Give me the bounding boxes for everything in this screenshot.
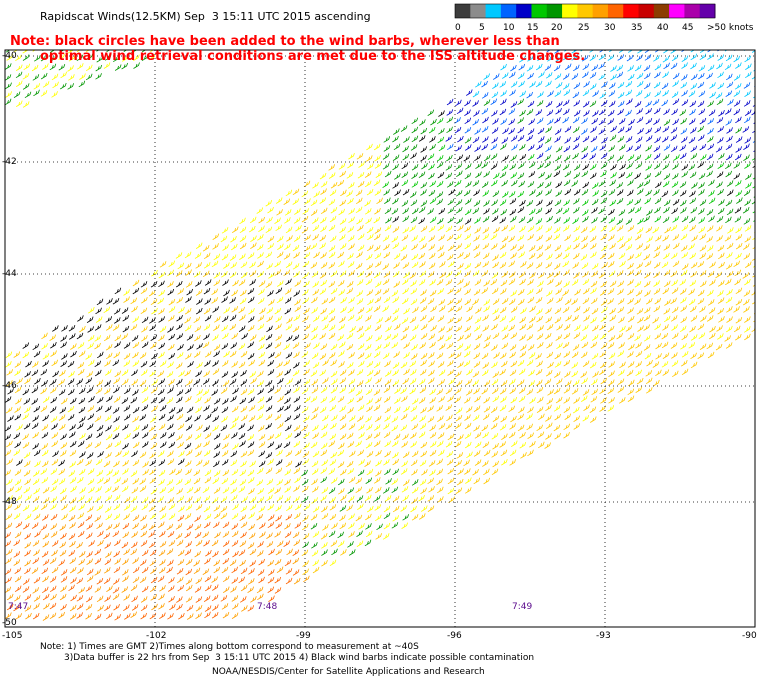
time-label: 7:49 bbox=[512, 602, 532, 612]
lat-label: -46 bbox=[2, 381, 17, 391]
wind-barb-group bbox=[5, 50, 755, 567]
scale-label: 0 bbox=[455, 23, 461, 33]
scale-label: 30 bbox=[604, 23, 616, 33]
scale-label: 10 bbox=[503, 23, 515, 33]
wind-barb-group bbox=[446, 50, 755, 153]
scale-swatch bbox=[669, 4, 685, 18]
time-label: 7:47 bbox=[8, 602, 28, 612]
scale-label: 25 bbox=[578, 23, 589, 33]
lon-label: -93 bbox=[596, 631, 611, 641]
lat-label: -42 bbox=[2, 157, 17, 167]
contamination-note: Note: black circles have been added to t… bbox=[10, 34, 585, 64]
scale-swatch bbox=[546, 4, 563, 18]
scale-label: 20 bbox=[551, 23, 563, 33]
lat-label: -48 bbox=[2, 497, 17, 507]
scale-swatch bbox=[638, 4, 655, 18]
scale-label: 35 bbox=[631, 23, 642, 33]
scale-label: >50 knots bbox=[707, 23, 754, 33]
lon-label: -102 bbox=[146, 631, 166, 641]
wind-barbs-layer bbox=[5, 50, 755, 621]
lat-label: -44 bbox=[2, 269, 17, 279]
axis-tick-labels: -40 -42 -44 -46 -48 -50 -105 -102 -99 -96 -93 -90 bbox=[2, 51, 757, 641]
scale-swatch bbox=[623, 4, 640, 18]
footer-note-2: 3)Data buffer is 22 hrs from Sep 3 15:11… bbox=[64, 653, 535, 663]
scale-swatch bbox=[684, 4, 701, 18]
wind-barb-group bbox=[5, 110, 755, 468]
color-scale-legend: 0 5 10 15 20 25 30 35 40 45 >50 knots bbox=[454, 3, 754, 33]
scale-swatch bbox=[470, 4, 487, 18]
scale-swatch bbox=[562, 4, 578, 18]
scale-swatch bbox=[485, 4, 502, 18]
wind-barb-group bbox=[5, 153, 755, 575]
time-label: 7:48 bbox=[257, 602, 277, 612]
wind-barb-group bbox=[5, 513, 310, 621]
scale-swatch bbox=[516, 4, 532, 18]
lat-label: -40 bbox=[2, 51, 17, 61]
scale-swatch bbox=[500, 4, 517, 18]
scale-label: 40 bbox=[657, 23, 669, 33]
scale-swatch bbox=[592, 4, 609, 18]
lon-label: -96 bbox=[447, 631, 462, 641]
footer-credit: NOAA/NESDIS/Center for Satellite Applica… bbox=[212, 667, 485, 677]
wind-barb-group bbox=[5, 50, 755, 556]
scale-swatch bbox=[607, 4, 624, 18]
scale-swatch bbox=[653, 4, 670, 18]
wind-barb-group bbox=[472, 50, 755, 99]
lon-label: -105 bbox=[2, 631, 22, 641]
scale-swatch bbox=[577, 4, 594, 18]
scale-label: 15 bbox=[527, 23, 538, 33]
note-line-2: optimal wind retrieval conditions are me… bbox=[40, 49, 586, 64]
lon-label: -90 bbox=[742, 631, 757, 641]
lat-label: -50 bbox=[2, 618, 17, 628]
time-labels: 7:47 7:48 7:49 bbox=[8, 602, 532, 612]
scale-swatch bbox=[455, 4, 471, 18]
wind-barb-group bbox=[5, 513, 302, 621]
note-line-1: Note: black circles have been added to t… bbox=[10, 34, 560, 49]
map-title: Rapidscat Winds(12.5KM) Sep 3 15:11 UTC … bbox=[40, 10, 371, 23]
wind-barb-group bbox=[445, 89, 755, 161]
scale-label: 5 bbox=[479, 23, 485, 33]
lon-label: -99 bbox=[296, 631, 311, 641]
scale-swatch bbox=[699, 4, 716, 18]
scale-label: 45 bbox=[682, 23, 693, 33]
wind-barb-group bbox=[382, 117, 755, 225]
scale-swatch bbox=[531, 4, 548, 18]
footer-note-1: Note: 1) Times are GMT 2)Times along bot… bbox=[40, 642, 419, 652]
lat-lon-grid bbox=[4, 49, 756, 628]
